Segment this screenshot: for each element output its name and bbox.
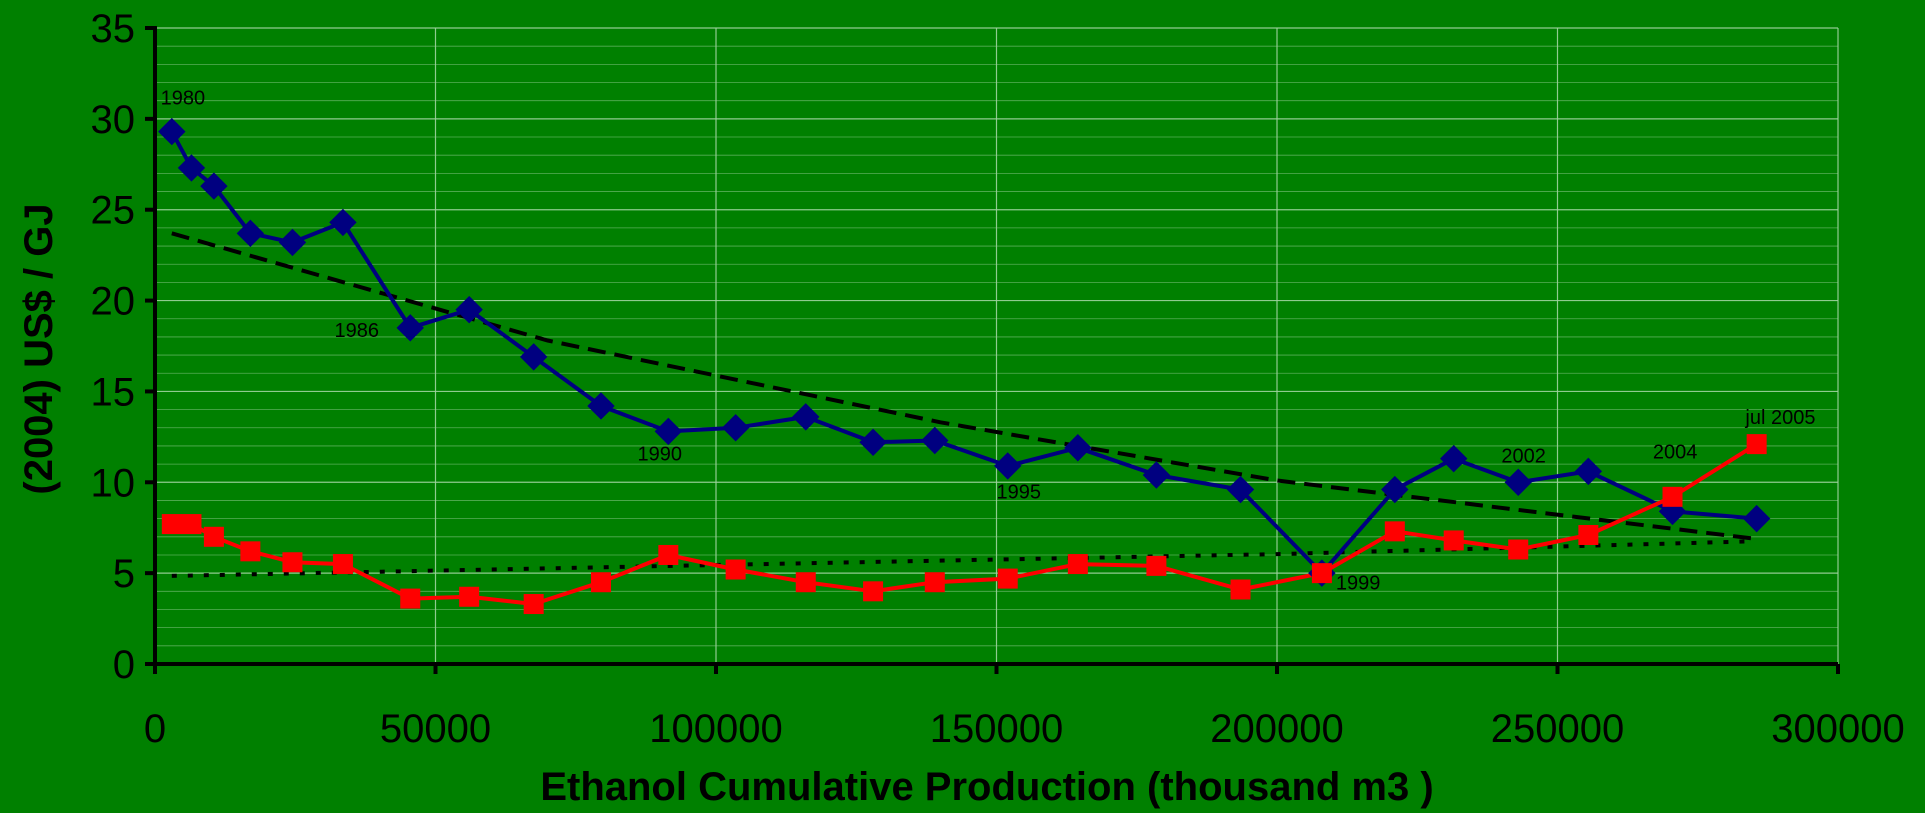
- annotation-label: 2002: [1501, 445, 1546, 467]
- square-marker: [240, 541, 261, 562]
- y-tick-labels: 0 5 10 15 20 25 30 35: [91, 7, 136, 687]
- grid: [154, 27, 1839, 665]
- square-marker: [1662, 486, 1683, 507]
- x-axis-title: Ethanol Cumulative Production (thousand …: [540, 765, 1433, 809]
- square-marker: [181, 514, 202, 535]
- y-tick-label: 30: [91, 98, 136, 142]
- square-marker: [1146, 555, 1167, 576]
- diamond-marker: [236, 219, 265, 248]
- x-tick-label: 300000: [1771, 707, 1904, 751]
- x-tick-label: 200000: [1210, 707, 1343, 751]
- diamond-marker: [1574, 457, 1603, 486]
- axes: [145, 26, 1840, 674]
- annotation-label: jul 2005: [1744, 407, 1815, 429]
- x-tick-label: 0: [144, 707, 166, 751]
- trend-line-dotted: [171, 539, 1754, 578]
- series-line-1: [171, 442, 1758, 606]
- markers: [158, 117, 1771, 615]
- diamond-marker: [654, 417, 683, 446]
- diamond-marker: [1440, 444, 1468, 473]
- square-marker: [332, 554, 353, 575]
- annotation-label: 1980: [161, 87, 206, 109]
- y-tick-label: 35: [91, 7, 136, 51]
- square-marker: [590, 572, 611, 593]
- diamond-marker: [519, 343, 548, 371]
- square-marker: [1443, 530, 1464, 551]
- x-tick-label: 150000: [930, 707, 1063, 751]
- annotations: 1980 1986 1990 1995 1999 2002 2004 jul 2005: [161, 87, 1816, 594]
- square-marker: [725, 559, 746, 580]
- series-line-0: [170, 130, 1757, 576]
- y-tick-label: 0: [113, 643, 135, 687]
- diamond-marker: [200, 172, 228, 200]
- square-marker: [1230, 579, 1251, 600]
- square-marker: [1746, 434, 1767, 455]
- y-tick-label: 10: [91, 461, 136, 505]
- square-marker: [658, 544, 679, 565]
- square-marker: [400, 588, 421, 609]
- square-marker: [1384, 521, 1405, 542]
- annotation-label: 1999: [1336, 572, 1381, 594]
- annotation-label: 1986: [335, 320, 380, 342]
- square-marker: [863, 581, 884, 602]
- diamond-marker: [1381, 475, 1409, 504]
- diamond-marker: [994, 452, 1022, 480]
- square-marker: [203, 526, 224, 547]
- x-tick-label: 100000: [649, 707, 782, 751]
- x-tick-labels: 0 50000 100000 150000 200000 250000 300000: [144, 707, 1905, 751]
- diamond-marker: [278, 228, 307, 257]
- diamond-marker: [1226, 475, 1255, 504]
- square-marker: [161, 514, 182, 535]
- diamond-marker: [1142, 461, 1171, 489]
- series-lines: [170, 130, 1758, 606]
- trend-lines: [171, 231, 1755, 578]
- diamond-marker: [158, 117, 186, 146]
- diamond-marker: [329, 208, 357, 237]
- square-marker: [1067, 554, 1088, 575]
- diamond-marker: [1064, 434, 1092, 462]
- square-marker: [459, 586, 480, 607]
- y-tick-label: 15: [91, 370, 136, 414]
- diamond-marker: [721, 414, 750, 442]
- trend-line-dashed: [171, 231, 1755, 541]
- y-axis-title: (2004) US$ / GJ: [17, 203, 61, 494]
- y-tick-label: 25: [91, 189, 136, 233]
- diamond-marker: [396, 314, 424, 342]
- square-marker: [282, 552, 303, 573]
- diamond-marker: [921, 426, 949, 455]
- y-tick-label: 5: [113, 552, 135, 596]
- square-marker: [1508, 539, 1529, 560]
- diamond-marker: [455, 295, 483, 324]
- annotation-label: 1990: [637, 443, 682, 465]
- diamond-marker: [1742, 504, 1771, 533]
- square-marker: [523, 594, 544, 615]
- diamond-marker: [1504, 468, 1532, 496]
- diamond-marker: [792, 403, 820, 431]
- square-marker: [795, 572, 816, 593]
- x-tick-label: 50000: [380, 707, 491, 751]
- annotation-label: 1995: [997, 482, 1042, 504]
- square-marker: [924, 572, 945, 593]
- diamond-marker: [859, 428, 887, 457]
- square-marker: [1311, 563, 1332, 584]
- annotation-label: 2004: [1653, 442, 1698, 464]
- y-tick-label: 20: [91, 280, 136, 324]
- square-marker: [997, 568, 1018, 589]
- diamond-marker: [587, 392, 615, 420]
- x-tick-label: 250000: [1491, 707, 1624, 751]
- square-marker: [1578, 524, 1599, 545]
- diamond-marker: [177, 154, 206, 182]
